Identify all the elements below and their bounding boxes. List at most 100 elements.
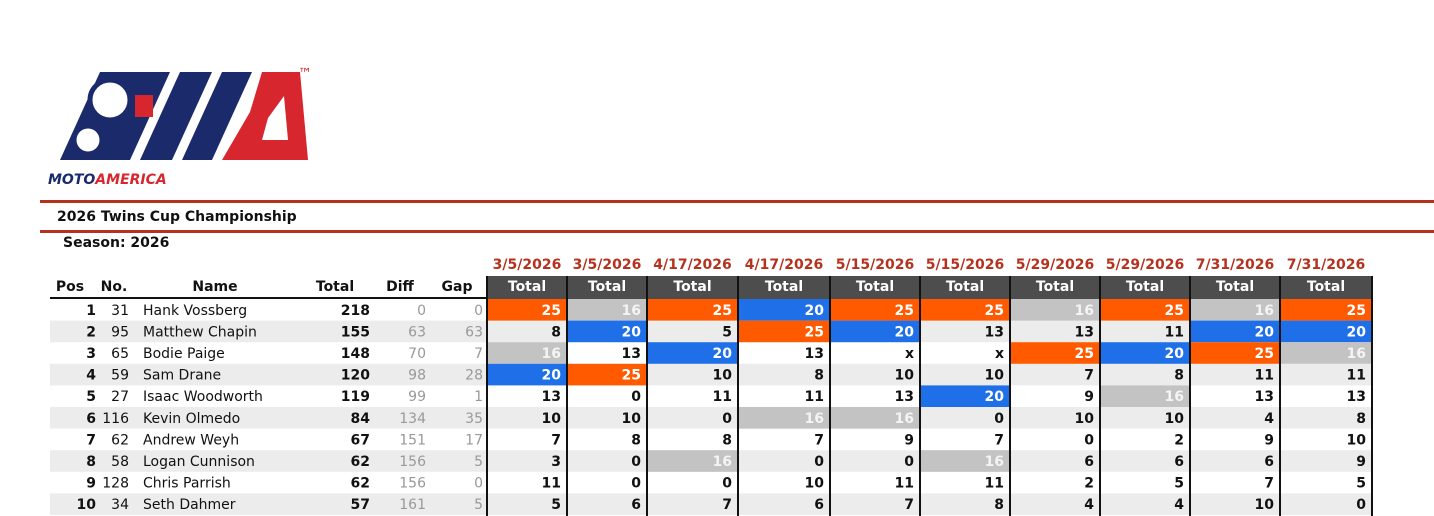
race-header: Total bbox=[1126, 279, 1164, 295]
points-gap: 0 bbox=[474, 303, 483, 319]
points-gap: 35 bbox=[465, 411, 483, 427]
points-diff: 161 bbox=[399, 497, 426, 513]
rider-name: Logan Cunnison bbox=[143, 454, 255, 470]
race-result: 11 bbox=[713, 389, 732, 405]
rider-name: Matthew Chapin bbox=[143, 324, 257, 340]
points-gap: 5 bbox=[474, 454, 483, 470]
race-date: 4/17/2026 bbox=[745, 257, 823, 273]
race-result: 16 bbox=[805, 411, 824, 427]
race-result: 10 bbox=[622, 411, 642, 427]
column-divider bbox=[829, 276, 831, 516]
row-stripe bbox=[50, 493, 1372, 515]
race-result: 10 bbox=[895, 368, 915, 384]
row-stripe bbox=[50, 320, 1372, 343]
result-highlight bbox=[1100, 385, 1190, 407]
race-result: 8 bbox=[994, 497, 1004, 513]
race-result: 25 bbox=[1075, 346, 1094, 362]
result-highlight bbox=[738, 407, 830, 429]
race-date: 7/31/2026 bbox=[1196, 257, 1274, 273]
race-result: 25 bbox=[713, 303, 732, 319]
result-highlight bbox=[567, 299, 647, 321]
header-rule bbox=[50, 297, 487, 299]
race-result: 10 bbox=[805, 476, 825, 492]
race-result: 0 bbox=[722, 411, 732, 427]
race-result: 7 bbox=[904, 497, 914, 513]
result-highlight bbox=[1100, 299, 1190, 321]
race-header-cell bbox=[567, 276, 647, 299]
race-header: Total bbox=[1036, 279, 1074, 295]
position: 10 bbox=[77, 497, 97, 513]
logo-text: MOTOAMERICA bbox=[48, 172, 167, 188]
points-total: 155 bbox=[341, 324, 370, 340]
rider-name: Kevin Olmedo bbox=[143, 411, 240, 427]
race-result: 9 bbox=[1084, 389, 1094, 405]
result-highlight bbox=[567, 320, 647, 343]
race-result: 7 bbox=[1084, 368, 1094, 384]
race-result: 16 bbox=[1075, 303, 1094, 319]
column-header: Name bbox=[192, 279, 237, 295]
row-stripe bbox=[50, 407, 1372, 429]
position: 3 bbox=[86, 346, 96, 362]
race-result: 13 bbox=[895, 389, 914, 405]
result-highlight bbox=[487, 299, 567, 321]
race-result: 11 bbox=[1347, 368, 1366, 384]
result-highlight bbox=[1100, 342, 1190, 364]
race-result: 25 bbox=[542, 303, 561, 319]
rider-name: Andrew Weyh bbox=[143, 432, 239, 448]
race-header: Total bbox=[765, 279, 803, 295]
race-result: 20 bbox=[1347, 324, 1367, 340]
race-result: 25 bbox=[1255, 346, 1274, 362]
result-highlight bbox=[1280, 342, 1372, 364]
result-highlight bbox=[1280, 320, 1372, 343]
rider-name: Hank Vossberg bbox=[143, 303, 247, 319]
race-header-cell bbox=[920, 276, 1010, 299]
points-diff: 151 bbox=[399, 432, 426, 448]
race-result: 10 bbox=[1075, 411, 1095, 427]
points-diff: 99 bbox=[408, 389, 426, 405]
race-result: 8 bbox=[722, 432, 732, 448]
race-result: 20 bbox=[1165, 346, 1185, 362]
race-header-cell bbox=[738, 276, 830, 299]
column-divider bbox=[1099, 276, 1101, 516]
race-result: 0 bbox=[631, 389, 641, 405]
logo-flag bbox=[135, 95, 153, 117]
race-result: 4 bbox=[1174, 497, 1184, 513]
race-result: 16 bbox=[1165, 389, 1184, 405]
race-header-cell bbox=[830, 276, 920, 299]
race-header: Total bbox=[673, 279, 711, 295]
logo: MOTOAMERICA ™ bbox=[48, 66, 312, 188]
race-result: 25 bbox=[1347, 303, 1366, 319]
race-result: 3 bbox=[551, 454, 561, 470]
points-total: 119 bbox=[341, 389, 370, 405]
race-result: 5 bbox=[722, 324, 732, 340]
race-result: 10 bbox=[542, 411, 562, 427]
race-result: 0 bbox=[994, 411, 1004, 427]
result-highlight bbox=[1190, 299, 1280, 321]
race-result: 0 bbox=[814, 454, 824, 470]
logo-rider bbox=[87, 77, 133, 123]
race-result: 5 bbox=[551, 497, 561, 513]
position: 9 bbox=[86, 476, 96, 492]
points-total: 57 bbox=[351, 497, 370, 513]
race-result: 16 bbox=[985, 454, 1004, 470]
column-header: Gap bbox=[442, 279, 473, 295]
race-result: 8 bbox=[631, 432, 641, 448]
race-date: 5/15/2026 bbox=[926, 257, 1004, 273]
column-divider bbox=[646, 276, 648, 516]
title: 2026 Twins Cup Championship bbox=[57, 209, 297, 225]
race-result: 13 bbox=[622, 346, 641, 362]
race-header-cell bbox=[1190, 276, 1280, 299]
rider-name: Seth Dahmer bbox=[143, 497, 236, 513]
rider-name: Sam Drane bbox=[143, 368, 221, 384]
points-diff: 0 bbox=[417, 303, 426, 319]
race-date: 5/29/2026 bbox=[1106, 257, 1184, 273]
race-header: Total bbox=[856, 279, 894, 295]
result-highlight bbox=[487, 342, 567, 364]
race-result: 11 bbox=[542, 476, 561, 492]
points-gap: 7 bbox=[474, 346, 483, 362]
column-divider bbox=[737, 276, 739, 516]
column-divider bbox=[566, 276, 568, 516]
race-date: 7/31/2026 bbox=[1287, 257, 1365, 273]
race-header: Total bbox=[1307, 279, 1345, 295]
